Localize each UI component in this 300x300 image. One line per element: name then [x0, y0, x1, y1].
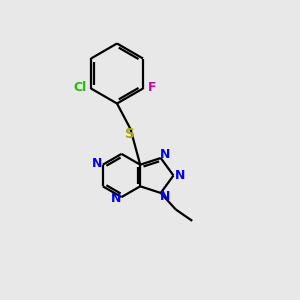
Text: S: S — [125, 128, 136, 141]
Text: Cl: Cl — [73, 81, 86, 94]
Text: N: N — [175, 169, 185, 182]
Text: N: N — [92, 157, 103, 170]
Text: F: F — [148, 81, 156, 94]
Text: N: N — [160, 148, 171, 161]
Text: N: N — [160, 190, 171, 203]
Text: N: N — [111, 192, 121, 206]
